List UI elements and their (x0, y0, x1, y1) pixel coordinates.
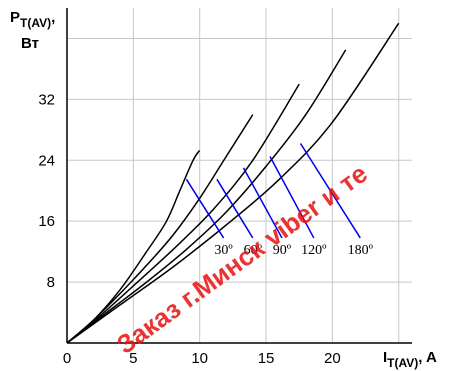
y-tick-label: 16 (38, 213, 55, 230)
y-axis-unit: Вт (21, 35, 39, 52)
y-axis-label-main: P (10, 9, 20, 26)
series-curves (66, 22, 400, 344)
tick-labels: 0 5 10 15 20 8 16 24 32 (38, 91, 340, 367)
x-axis-label: IT(AV), A (383, 349, 437, 370)
marker-label-60deg: 60º (244, 243, 263, 258)
y-tick-label: 32 (38, 91, 55, 108)
series-line-60deg (66, 114, 254, 344)
marker-line-60deg (216, 178, 254, 239)
marker-line-120deg (269, 156, 315, 239)
marker-label-30deg: 30º (214, 243, 233, 258)
marker-line-180deg (299, 143, 361, 239)
y-tick-label: 24 (38, 152, 55, 169)
y-axis-label-tail: , (51, 9, 55, 26)
x-axis-label-tail: , A (418, 349, 437, 366)
svg-text:PT(AV),: PT(AV), (10, 9, 55, 30)
x-tick-label: 10 (191, 350, 208, 367)
grid (67, 8, 412, 343)
series-line-120deg (66, 49, 347, 344)
x-tick-label: 0 (63, 350, 71, 367)
x-tick-label: 20 (324, 350, 341, 367)
x-axis-label-sub: T(AV) (387, 356, 418, 370)
y-tick-label: 8 (47, 274, 55, 291)
series-line-90deg (66, 83, 300, 344)
marker-label-90deg: 90º (273, 243, 292, 258)
marker-line-90deg (242, 167, 283, 239)
marker-line-30deg (185, 178, 225, 239)
angle-markers: 30º 60º 90º 120º 180º (185, 143, 374, 258)
watermark: Заказ г.Минск viber и те (111, 158, 373, 360)
x-tick-label: 15 (258, 350, 275, 367)
y-axis-label: PT(AV), Вт (10, 9, 55, 52)
x-axis-label-main: I (383, 349, 387, 366)
y-axis-label-sub: T(AV) (20, 16, 51, 30)
svg-text:IT(AV), A: IT(AV), A (383, 349, 437, 370)
marker-label-180deg: 180º (348, 243, 374, 258)
axes (66, 8, 412, 344)
series-line-180deg (66, 22, 400, 344)
marker-label-120deg: 120º (301, 243, 327, 258)
x-tick-label: 5 (129, 350, 137, 367)
